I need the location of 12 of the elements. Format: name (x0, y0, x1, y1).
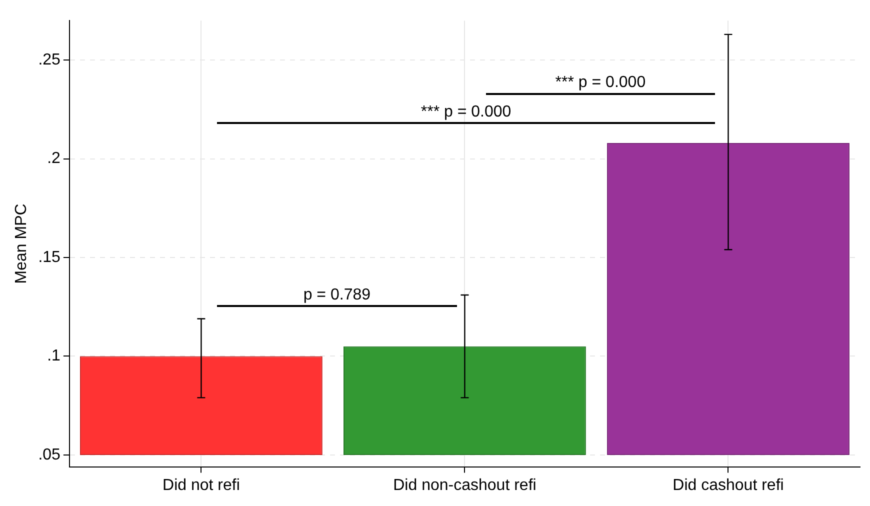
y-tick-label: .05 (38, 446, 61, 464)
y-tick-label: .1 (47, 348, 61, 365)
y-axis-title: Mean MPC (13, 204, 30, 284)
x-tick-label: Did cashout refi (672, 476, 784, 494)
annotation: *** p = 0.000 (555, 74, 646, 92)
y-tick-label: .25 (38, 51, 61, 68)
y-tick-label: .2 (47, 150, 61, 168)
x-tick-label: Did non-cashout refi (393, 476, 536, 494)
annotation: *** p = 0.000 (420, 104, 512, 121)
y-tick-label: .15 (38, 248, 61, 266)
annotation: p = 0.789 (303, 286, 371, 304)
x-tick-label: Did not refi (162, 476, 240, 494)
